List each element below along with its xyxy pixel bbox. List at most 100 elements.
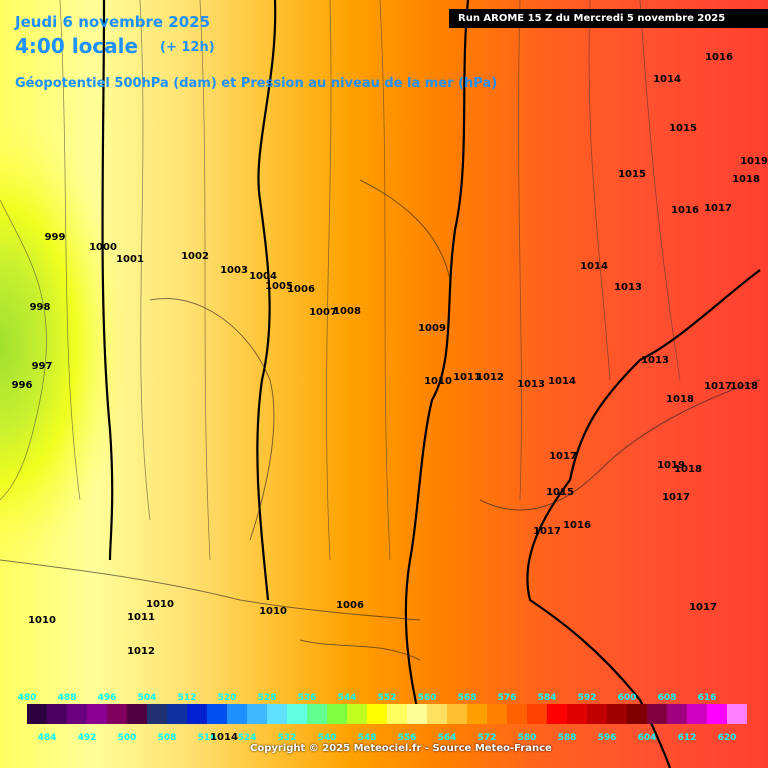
isobar-label: 1015 [669, 123, 697, 134]
isobar-label: 1018 [732, 174, 760, 185]
scale-tick-label: 492 [78, 733, 97, 743]
scale-tick-label: 516 [198, 733, 217, 743]
scale-tick-label: 584 [538, 693, 557, 703]
scale-swatch [467, 704, 487, 724]
scale-swatch [87, 704, 107, 724]
scale-tick-label: 512 [178, 693, 197, 703]
scale-swatch [387, 704, 407, 724]
scale-tick-label: 488 [58, 693, 77, 703]
isobar-label: 999 [45, 232, 66, 243]
isobar-label: 1000 [89, 242, 117, 253]
scale-swatch [227, 704, 247, 724]
scale-tick-label: 540 [318, 733, 337, 743]
scale-tick-label: 604 [638, 733, 657, 743]
isobar-label: 1012 [476, 372, 504, 383]
isobar-label: 1016 [563, 520, 591, 531]
isobar-label: 997 [32, 361, 53, 372]
isobar-label: 1015 [546, 487, 574, 498]
isobar-label: 1013 [614, 282, 642, 293]
scale-swatch [687, 704, 707, 724]
scale-tick-label: 504 [138, 693, 157, 703]
scale-swatch [347, 704, 367, 724]
isobar-label: 1011 [127, 612, 155, 623]
field-description: Géopotentiel 500hPa (dam) et Pression au… [15, 76, 498, 91]
isobar-label: 1017 [662, 492, 690, 503]
scale-tick-label: 484 [38, 733, 57, 743]
isobar-label: 1016 [671, 205, 699, 216]
isobars [0, 0, 681, 561]
scale-swatch [587, 704, 607, 724]
terrain-contours [0, 179, 761, 661]
scale-tick-label: 588 [558, 733, 577, 743]
scale-swatch [627, 704, 647, 724]
scale-swatch [267, 704, 287, 724]
copyright-notice: Copyright © 2025 Meteociel.fr - Source M… [250, 743, 552, 754]
scale-tick-label: 592 [578, 693, 597, 703]
isobar-label: 1004 [249, 271, 277, 282]
isobar-label: 1012 [127, 646, 155, 657]
scale-swatch [547, 704, 567, 724]
scale-tick-label: 508 [158, 733, 177, 743]
scale-tick-label: 572 [478, 733, 497, 743]
isobar-label: 1017 [549, 451, 577, 462]
isobar-label: 1001 [116, 254, 144, 265]
scale-swatch [707, 704, 727, 724]
scale-swatch [207, 704, 227, 724]
isobar-label: 1014 [653, 74, 681, 85]
isobar-label: 1015 [618, 169, 646, 180]
scale-swatch [67, 704, 87, 724]
isobar-label: 1014 [580, 261, 608, 272]
scale-swatch [27, 704, 47, 724]
scale-tick-label: 556 [398, 733, 417, 743]
forecast-date: Jeudi 6 novembre 2025 [15, 13, 211, 31]
isobar-label: 1009 [418, 323, 446, 334]
scale-tick-label: 560 [418, 693, 437, 703]
scale-swatch [427, 704, 447, 724]
scale-tick-label: 528 [258, 693, 277, 703]
isobar-label: 1003 [220, 265, 248, 276]
scale-swatch [407, 704, 427, 724]
scale-tick-label: 544 [338, 693, 357, 703]
scale-tick-label: 576 [498, 693, 517, 703]
scale-tick-label: 612 [678, 733, 697, 743]
scale-swatch [367, 704, 387, 724]
scale-tick-label: 580 [518, 733, 537, 743]
scale-swatch [447, 704, 467, 724]
model-run-label: Run AROME 15 Z du Mercredi 5 novembre 20… [449, 9, 768, 28]
scale-swatch [647, 704, 667, 724]
isobar-label: 1013 [517, 379, 545, 390]
scale-tick-label: 600 [618, 693, 637, 703]
scale-swatch [567, 704, 587, 724]
isobar-label: 1019 [657, 460, 685, 471]
scale-tick-label: 532 [278, 733, 297, 743]
scale-tick-label: 564 [438, 733, 457, 743]
forecast-lead-time: (+ 12h) [160, 40, 215, 55]
isobar-label: 996 [12, 380, 33, 391]
isobar-label: 1008 [333, 306, 361, 317]
isobar-label: 1017 [704, 381, 732, 392]
scale-swatch [487, 704, 507, 724]
scale-swatch [327, 704, 347, 724]
scale-swatch [667, 704, 687, 724]
scale-swatch [167, 704, 187, 724]
isobar-label: 998 [30, 302, 51, 313]
scale-tick-label: 480 [18, 693, 37, 703]
isobar-label: 1002 [181, 251, 209, 262]
scale-swatch [127, 704, 147, 724]
scale-tick-label: 536 [298, 693, 317, 703]
scale-tick-label: 496 [98, 693, 117, 703]
isobar-label: 1014 [548, 376, 576, 387]
scale-swatch [507, 704, 527, 724]
scale-swatch [287, 704, 307, 724]
isobar-label: 1016 [705, 52, 733, 63]
isobar-label: 1013 [641, 355, 669, 366]
scale-tick-label: 520 [218, 693, 237, 703]
scale-tick-label: 620 [718, 733, 737, 743]
scale-swatch [47, 704, 67, 724]
isobar-label: 1010 [28, 615, 56, 626]
scale-swatch [307, 704, 327, 724]
isobar-label: 1007 [309, 307, 337, 318]
scale-tick-label: 524 [238, 733, 257, 743]
